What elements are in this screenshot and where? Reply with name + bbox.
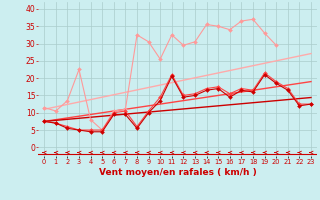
X-axis label: Vent moyen/en rafales ( km/h ): Vent moyen/en rafales ( km/h )	[99, 168, 256, 177]
